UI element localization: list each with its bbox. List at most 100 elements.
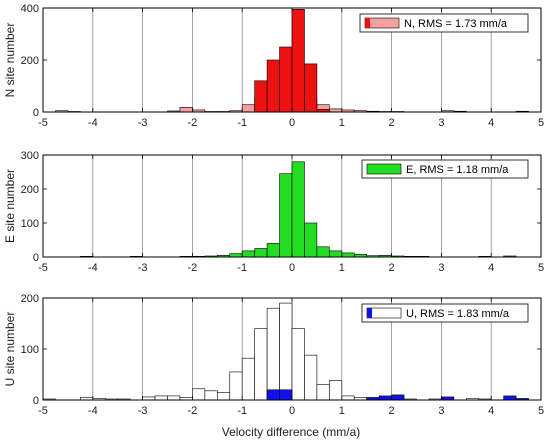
histogram-bar [154, 395, 168, 401]
x-tick-label: 0 [289, 405, 295, 417]
x-tick-label: 3 [438, 262, 444, 274]
x-tick-label: -2 [188, 117, 198, 129]
x-tick-label: 5 [538, 117, 544, 129]
histogram-bar [304, 63, 318, 113]
panel-n: -5 -4 -3 -2 -1 0 1 2 3 4 5 0 200 400 N site number N, R… [3, 3, 544, 129]
x-tick-label: 2 [389, 117, 395, 129]
histogram-bar [279, 389, 293, 401]
x-tick-label: -5 [38, 405, 48, 417]
histogram-bar [304, 222, 318, 258]
histogram-bar [241, 250, 255, 258]
y-tick-label: 400 [21, 3, 39, 15]
histogram-bar [316, 246, 330, 258]
x-tick-label: 1 [339, 405, 345, 417]
y-tick-label: 200 [21, 55, 39, 67]
histogram-bar [229, 253, 243, 258]
legend-swatch [366, 163, 402, 175]
legend-box [361, 303, 529, 323]
legend-label: E, RMS = 1.18 mm/a [406, 164, 509, 176]
histogram-bar [341, 252, 355, 258]
x-tick-label: -3 [138, 405, 148, 417]
y-tick-label: 100 [21, 344, 39, 356]
histogram-bar [304, 354, 318, 401]
x-tick-label: 4 [488, 262, 494, 274]
histogram-bar [229, 371, 243, 401]
legend: E, RMS = 1.18 mm/a [361, 159, 529, 179]
histogram-bar [167, 395, 181, 401]
histogram-bar [241, 104, 255, 113]
y-tick-label: 0 [33, 395, 39, 407]
x-tick-label: 0 [289, 117, 295, 129]
x-tick-label: -1 [237, 405, 247, 417]
y-tick-label: 200 [21, 293, 39, 305]
x-tick-label: 0 [289, 262, 295, 274]
histogram-bar [266, 59, 280, 113]
x-tick-label: -2 [188, 405, 198, 417]
legend-swatch-overlay [367, 308, 372, 318]
histogram-bar [329, 250, 343, 258]
legend: U, RMS = 1.83 mm/a [361, 303, 529, 323]
x-tick-label: 1 [339, 262, 345, 274]
y-tick-label: 200 [21, 184, 39, 196]
histogram-bar [254, 328, 268, 401]
y-tick-label: 0 [33, 252, 39, 264]
x-tick-label: -5 [38, 117, 48, 129]
x-tick-label: -4 [88, 262, 98, 274]
y-axis-label: E site number [3, 169, 17, 243]
series-u-0 [42, 302, 492, 401]
histogram-bar [279, 302, 293, 401]
x-tick-label: 4 [488, 117, 494, 129]
x-tick-label: -1 [237, 117, 247, 129]
histogram-bar [378, 395, 392, 401]
y-axis-label: U site number [3, 312, 17, 387]
x-tick-label: 4 [488, 405, 494, 417]
histogram-bar [254, 248, 268, 258]
x-tick-label: -2 [188, 262, 198, 274]
histogram-bar [254, 80, 268, 113]
panel-e: -5 -4 -3 -2 -1 0 1 2 3 4 5 0 100 200 300 E site number E… [3, 150, 544, 274]
x-tick-label: 1 [339, 117, 345, 129]
y-tick-label: 0 [33, 107, 39, 119]
histogram-bar [204, 390, 218, 401]
legend-label: U, RMS = 1.83 mm/a [406, 308, 510, 320]
histogram-bar [291, 161, 305, 258]
series-n-1 [254, 9, 330, 113]
x-tick-label: -4 [88, 405, 98, 417]
x-tick-label: -5 [38, 262, 48, 274]
x-tick-label: -1 [237, 262, 247, 274]
histogram-bar [241, 357, 255, 401]
x-tick-label: 2 [389, 262, 395, 274]
histogram-bar [179, 107, 193, 113]
histogram-bar [316, 384, 330, 401]
x-axis-label: Velocity difference (mm/a) [222, 425, 361, 439]
histogram-bar [291, 328, 305, 401]
legend-swatch [364, 17, 400, 29]
histogram-bar [266, 307, 280, 401]
histogram-bar [192, 388, 206, 401]
x-tick-label: 5 [538, 405, 544, 417]
legend-box [361, 159, 529, 179]
x-tick-label: 3 [438, 405, 444, 417]
histogram-bar [391, 394, 405, 401]
legend-swatch-overlay [365, 18, 370, 28]
legend: N, RMS = 1.73 mm/a [359, 13, 529, 33]
x-tick-label: -4 [88, 117, 98, 129]
legend-swatch [366, 307, 402, 319]
histogram-bar [217, 392, 231, 401]
histogram-bar [503, 395, 517, 401]
panel-u: -5 -4 -3 -2 -1 0 1 2 3 4 5 0 100 200 U site number U, R… [3, 293, 544, 417]
legend-box [359, 13, 529, 33]
x-tick-label: -3 [138, 262, 148, 274]
histogram-bar [329, 380, 343, 401]
x-tick-label: -3 [138, 117, 148, 129]
histogram-bar [279, 173, 293, 258]
histogram-bar [266, 243, 280, 258]
y-tick-label: 100 [21, 218, 39, 230]
histogram-bar [291, 9, 305, 113]
histogram-bar [266, 389, 280, 401]
x-tick-label: 2 [389, 405, 395, 417]
x-tick-label: 3 [438, 117, 444, 129]
y-axis-label: N site number [3, 23, 17, 98]
